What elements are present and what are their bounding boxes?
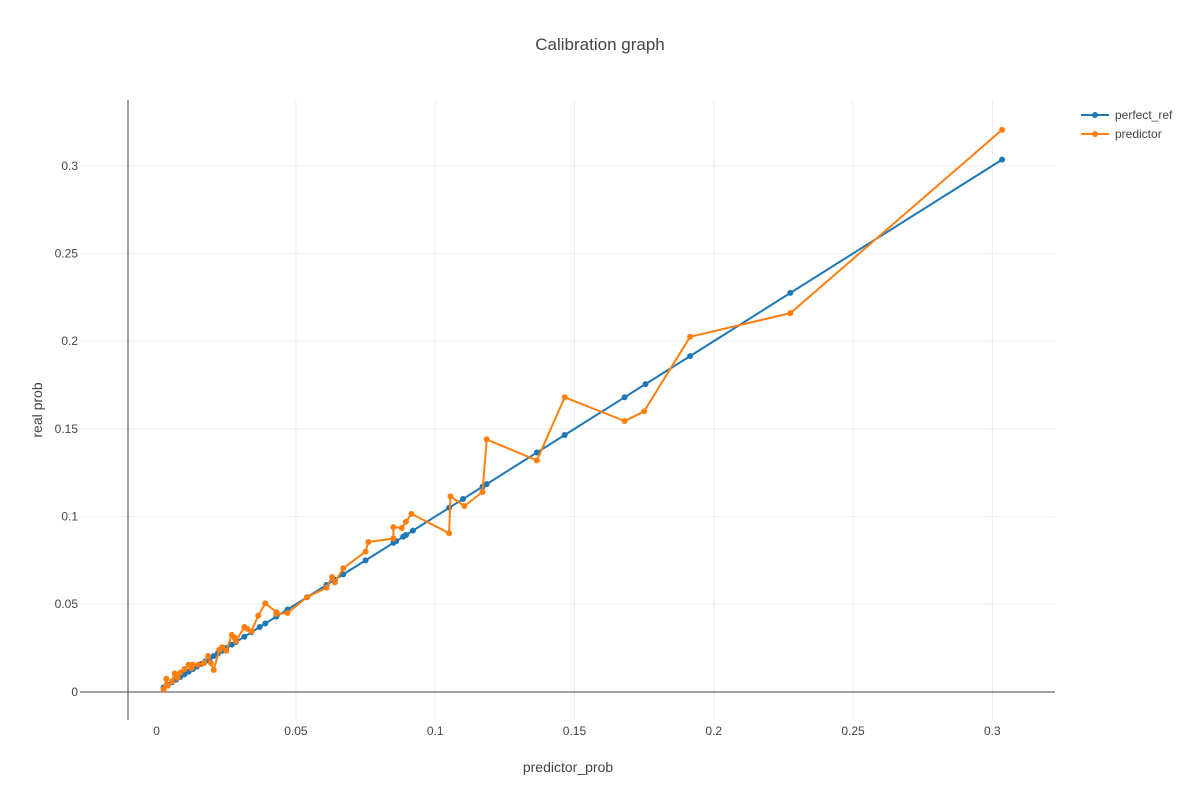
x-tick-label: 0.25 (841, 724, 865, 738)
legend-item-perfect_ref[interactable]: perfect_ref (1081, 108, 1173, 122)
data-point-predictor[interactable] (641, 408, 648, 415)
x-axis-title: predictor_prob (523, 759, 613, 775)
legend[interactable]: perfect_ref predictor (1081, 108, 1173, 141)
series-predictor (160, 126, 1006, 693)
y-tick-label: 0.05 (55, 597, 79, 611)
data-point-perfect_ref[interactable] (409, 527, 416, 534)
data-point-predictor[interactable] (408, 510, 415, 517)
data-point-predictor[interactable] (174, 674, 181, 681)
data-point-predictor[interactable] (248, 628, 255, 635)
data-point-predictor[interactable] (447, 493, 454, 500)
data-point-perfect_ref[interactable] (460, 496, 467, 503)
x-tick-label: 0 (153, 724, 160, 738)
data-point-predictor[interactable] (398, 524, 405, 531)
legend-swatch-marker (1092, 112, 1098, 118)
x-tick-label: 0.05 (284, 724, 308, 738)
data-point-perfect_ref[interactable] (642, 381, 649, 388)
data-point-perfect_ref[interactable] (533, 449, 540, 456)
data-point-predictor[interactable] (207, 659, 214, 666)
data-point-predictor[interactable] (561, 394, 568, 401)
data-point-predictor[interactable] (168, 678, 175, 685)
data-point-predictor[interactable] (446, 530, 453, 537)
data-point-perfect_ref[interactable] (483, 481, 490, 488)
data-point-predictor[interactable] (390, 524, 397, 531)
data-point-perfect_ref[interactable] (402, 531, 409, 538)
data-point-perfect_ref[interactable] (262, 620, 269, 627)
data-point-perfect_ref[interactable] (561, 431, 568, 438)
data-point-predictor[interactable] (340, 565, 347, 572)
x-tick-label: 0.15 (563, 724, 587, 738)
data-point-predictor[interactable] (304, 594, 311, 601)
data-point-predictor[interactable] (365, 538, 372, 545)
y-tick-label: 0.1 (61, 510, 78, 524)
y-tick-label: 0.15 (55, 422, 79, 436)
data-point-predictor[interactable] (177, 669, 184, 676)
y-axis-title: real prob (29, 382, 45, 437)
data-point-predictor[interactable] (200, 659, 207, 666)
data-point-predictor[interactable] (461, 503, 468, 510)
data-point-perfect_ref[interactable] (241, 633, 248, 640)
x-tick-label: 0.2 (705, 724, 722, 738)
y-tick-label: 0 (71, 685, 78, 699)
data-point-predictor[interactable] (323, 584, 330, 591)
legend-label: perfect_ref (1115, 108, 1173, 122)
data-point-predictor[interactable] (284, 610, 291, 617)
data-point-predictor[interactable] (160, 686, 167, 693)
data-point-predictor[interactable] (223, 647, 230, 654)
data-point-predictor[interactable] (171, 670, 178, 677)
y-tick-label: 0.25 (55, 246, 79, 260)
series-line-predictor (162, 129, 1003, 690)
data-point-predictor[interactable] (479, 488, 486, 495)
data-point-predictor[interactable] (262, 600, 269, 607)
data-point-predictor[interactable] (621, 417, 628, 424)
data-point-predictor[interactable] (164, 682, 171, 689)
data-point-predictor[interactable] (255, 612, 262, 619)
legend-label: predictor (1115, 127, 1162, 141)
data-point-predictor[interactable] (687, 333, 694, 340)
data-point-predictor[interactable] (205, 652, 212, 659)
x-tick-label: 0.1 (427, 724, 444, 738)
series-layer (160, 126, 1006, 693)
data-point-predictor[interactable] (233, 638, 239, 645)
data-point-predictor[interactable] (195, 661, 202, 668)
data-point-predictor[interactable] (210, 667, 217, 674)
legend-item-predictor[interactable]: predictor (1081, 127, 1162, 141)
data-point-predictor[interactable] (533, 457, 540, 464)
chart-title: Calibration graph (535, 35, 664, 54)
data-point-perfect_ref[interactable] (999, 156, 1006, 163)
x-tick-label: 0.3 (984, 724, 1001, 738)
gridlines (80, 100, 1055, 720)
data-point-predictor[interactable] (787, 310, 794, 317)
data-point-predictor[interactable] (329, 574, 336, 581)
y-tick-label: 0.2 (61, 334, 78, 348)
data-point-perfect_ref[interactable] (256, 624, 263, 631)
data-point-perfect_ref[interactable] (687, 353, 694, 360)
data-point-predictor[interactable] (189, 661, 196, 668)
data-point-perfect_ref[interactable] (787, 289, 794, 296)
data-point-predictor[interactable] (181, 666, 188, 673)
data-point-predictor[interactable] (402, 518, 409, 525)
data-point-predictor[interactable] (999, 126, 1006, 133)
axes: 0 0.05 0.1 0.15 0.2 0.25 0.3 0 0.05 0.1 0.15 0.2 0.2… (55, 159, 1055, 738)
data-point-perfect_ref[interactable] (340, 571, 347, 578)
data-point-predictor[interactable] (390, 535, 397, 542)
y-tick-label: 0.3 (61, 159, 78, 173)
data-point-perfect_ref[interactable] (621, 394, 628, 401)
data-point-predictor[interactable] (219, 644, 226, 651)
data-point-predictor[interactable] (163, 675, 170, 682)
data-point-predictor[interactable] (362, 548, 369, 555)
data-point-perfect_ref[interactable] (362, 557, 369, 564)
data-point-predictor[interactable] (483, 436, 490, 443)
data-point-predictor[interactable] (273, 610, 280, 617)
legend-swatch-marker (1092, 131, 1098, 137)
data-point-predictor[interactable] (331, 579, 338, 586)
